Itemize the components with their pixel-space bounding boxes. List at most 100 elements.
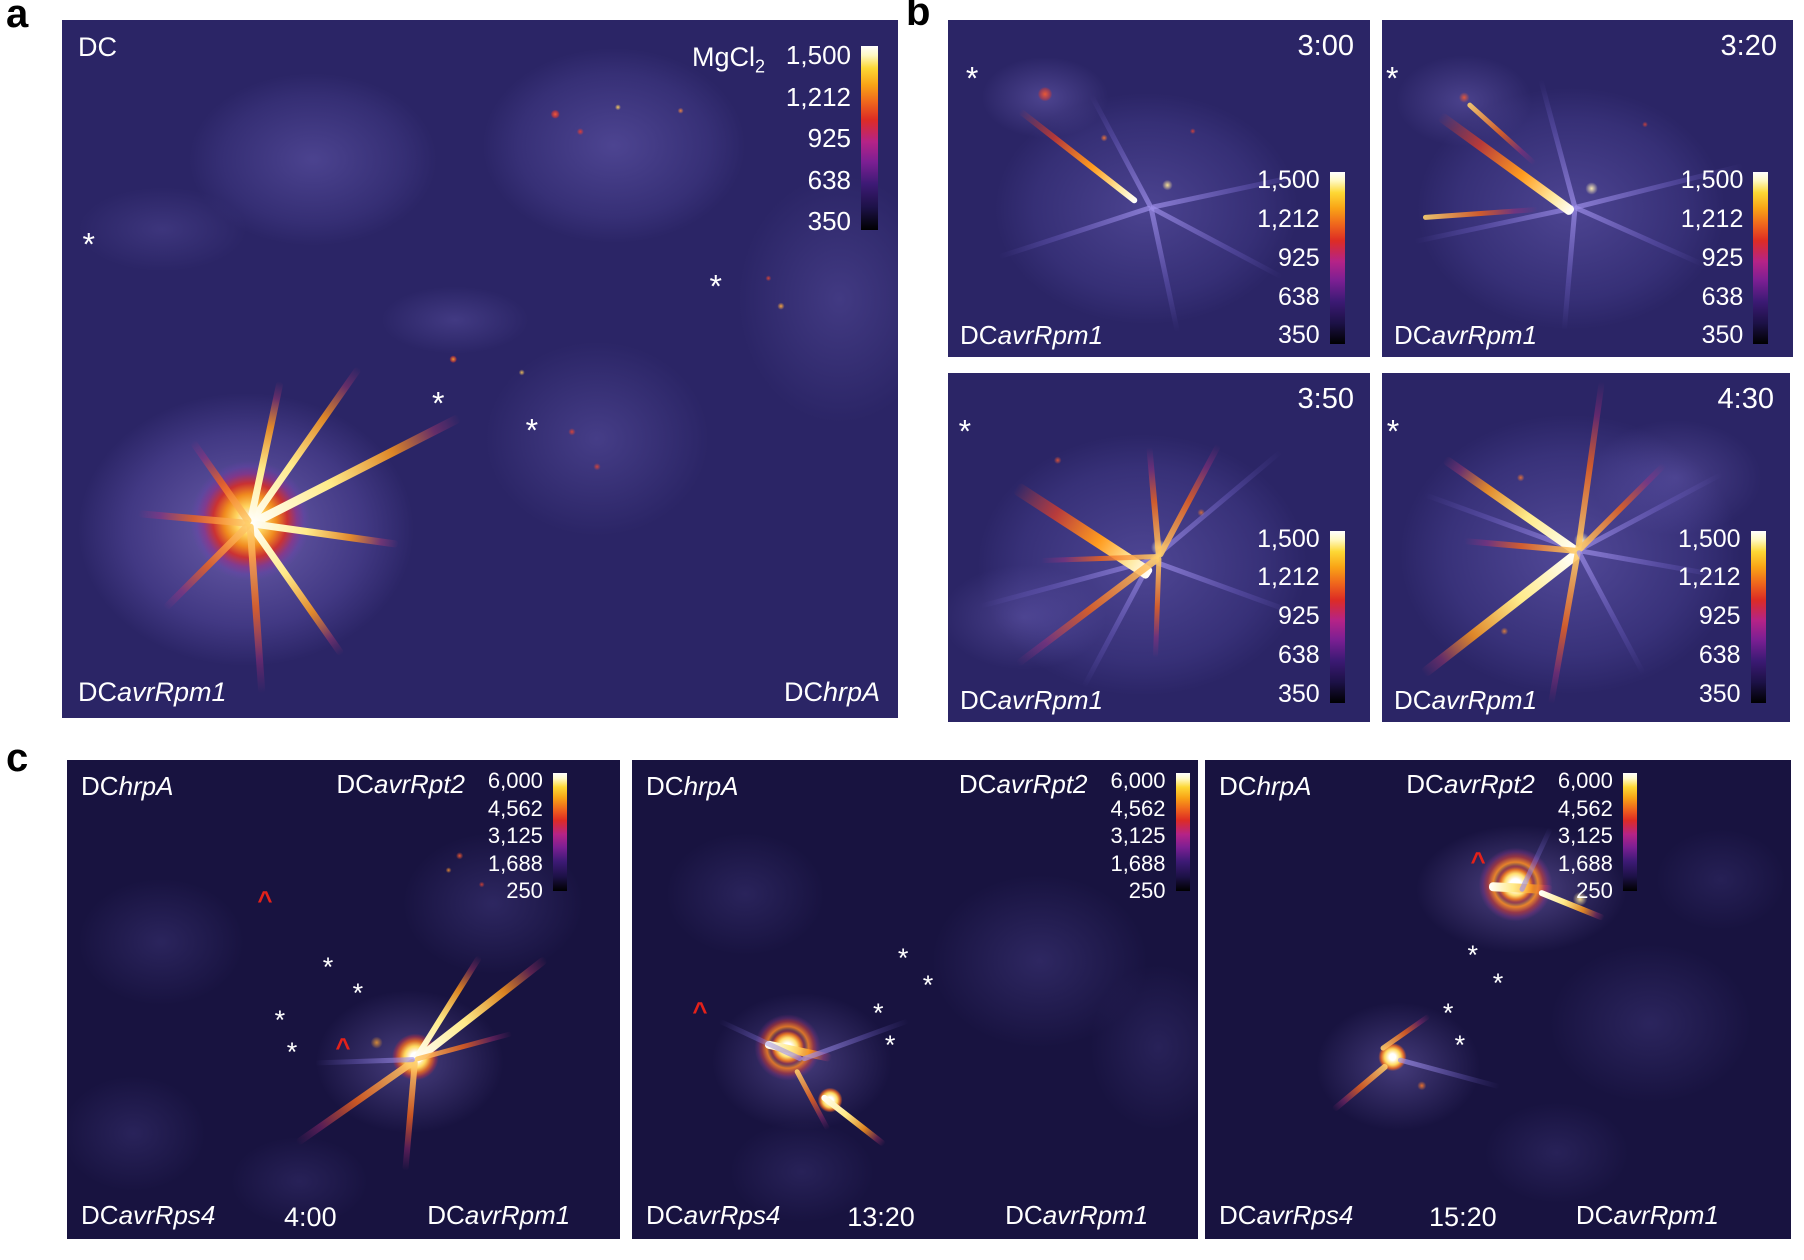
strain-label: DCavrRpm1 [1394,685,1538,716]
panel-c-image-2: DChrpA DCavrRpt2 6,000 4,562 3,125 1,688 250… [632,760,1198,1239]
infiltration-asterisk: * [1442,998,1454,1029]
flare-ray [819,1093,886,1148]
colorbar-gradient [861,46,878,230]
flare-ray [1152,556,1162,659]
colorbar-gradient [1175,773,1190,891]
timestamp: 3:00 [1297,30,1354,62]
panel-b-image-1: * 3:00 1,500 1,212 925 638 350 DCavrRpm1 [948,20,1370,357]
flare-ray [414,1031,513,1062]
colorbar-gradient [552,773,567,891]
strain-label: DChrpA [1219,771,1312,801]
infiltration-asterisk: * [322,952,334,983]
infiltration-asterisk: * [82,226,95,263]
infiltration-asterisk: * [1386,60,1399,97]
colorbar-scale-values: 1,500 1,212 925 638 350 [785,40,851,236]
infiltration-asterisk: * [958,413,972,450]
flare-ray [248,413,462,529]
colorbar-gradient [1622,773,1637,891]
strain-label: DCavrRpm1 [1394,320,1538,351]
hr-caret: ^ [692,995,708,1026]
vein-ray [1423,491,1579,553]
colorbar-gradient [1329,530,1345,703]
infiltration-asterisk: * [1467,940,1479,971]
strain-label: DChrpA [81,771,174,801]
flare-ray [1146,447,1162,558]
panel-a-image: DC MgCl2 1,500 1,212 925 638 350 * * * *… [62,20,898,718]
colorbar: 1,500 1,212 925 638 350 [1254,168,1345,348]
timestamp: 3:50 [1297,383,1354,415]
flare-ray [1017,108,1138,204]
panel-b-image-2: * 3:20 1,500 1,212 925 638 350 DCavrRpm1 [1382,20,1793,357]
infiltration-asterisk: * [872,998,884,1029]
flare-ray [1436,111,1576,217]
flare-ray [247,365,362,526]
timestamp: 4:30 [1717,383,1774,415]
timestamp: 13:20 [847,1202,915,1232]
strain-label: DCavrRpt2 [336,769,465,799]
panel-c-image-3: DChrpA DCavrRpt2 6,000 4,562 3,125 1,688 250… [1205,760,1791,1239]
infiltration-asterisk: * [1492,967,1504,998]
flare-ray [1156,444,1222,559]
flare-ray [412,955,483,1062]
strain-label: DCavrRpm1 [960,320,1104,351]
flare-ray [162,520,253,611]
flare-ray [247,521,345,657]
strain-label: DCavrRps4 [646,1200,781,1231]
colorbar-scale-values: 1,500 1,212 925 638 350 [1677,524,1741,708]
vein-ray [1397,1057,1501,1090]
flare-ray [1040,554,1160,564]
flare-ray [402,1059,419,1171]
infiltration-asterisk: * [431,385,445,422]
vein-ray [1538,80,1578,209]
strain-label: DCavrRpm1 [78,676,227,707]
colorbar: DCavrRpt2 6,000 4,562 3,125 1,688 250 [1406,769,1637,902]
colorbar-scale-values: 1,500 1,212 925 638 350 [1257,524,1320,708]
flare-ray [246,523,266,694]
flare-ray [1574,380,1605,551]
colorbar: 1,500 1,212 925 638 350 [1677,166,1769,350]
vein-ray [1575,548,1646,674]
colorbar-scale-values: 1,500 1,212 925 638 350 [1680,166,1744,350]
infiltration-asterisk: * [352,977,364,1008]
colorbar: 1,500 1,212 925 638 350 [1254,524,1345,708]
buffer-label: MgCl2 [691,42,765,77]
panel-letter-a: a [6,0,29,36]
infiltration-asterisk: * [922,969,934,1000]
vein-ray [978,558,1152,609]
vein-ray [315,1056,416,1066]
flare-ray [1547,549,1581,704]
strain-label: DCavrRpm1 [1005,1200,1149,1231]
flare-ray [1463,537,1579,554]
timestamp: 4:00 [284,1202,337,1232]
infiltration-asterisk: * [525,412,539,449]
flare-ray [1011,482,1154,581]
colorbar-gradient [1753,172,1769,345]
infiltration-asterisk: * [897,942,909,973]
colorbar-scale-values: 6,000 4,562 3,125 1,688 250 [1110,768,1166,903]
flare-ray [189,439,253,526]
strain-label: DCavrRps4 [81,1200,216,1231]
condition-label: DC [78,32,117,62]
flare-ray [138,510,251,527]
strain-label: DCavrRpt2 [1406,769,1535,799]
flare-ray [246,380,284,524]
vein-ray [1148,207,1180,333]
vein-ray [1080,559,1153,689]
vein-ray [1413,205,1576,245]
timestamp: 3:20 [1720,30,1777,62]
flare-ray [1015,555,1162,668]
infiltration-asterisk: * [965,60,979,97]
flare-ray [412,955,549,1065]
vein-ray [1088,94,1153,210]
flare-ray [1379,1014,1431,1052]
vein-ray [718,1018,803,1062]
colorbar: DCavrRpt2 6,000 4,562 3,125 1,688 250 [959,768,1190,903]
flare-ray [1466,101,1538,166]
flare-ray [1422,207,1539,221]
panel-b-image-3: * 3:50 1,500 1,212 925 638 350 DCavrRpm1 [948,373,1370,722]
hr-caret: ^ [1470,846,1486,877]
flare-ray [1441,454,1581,556]
vein-ray [997,205,1152,260]
panel-c-image-1: DChrpA DCavrRpt2 6,000 4,562 3,125 1,688 250… [67,760,620,1239]
panel-b-image-4: * 4:30 1,500 1,212 925 638 350 DCavrRpm1 [1382,373,1790,722]
